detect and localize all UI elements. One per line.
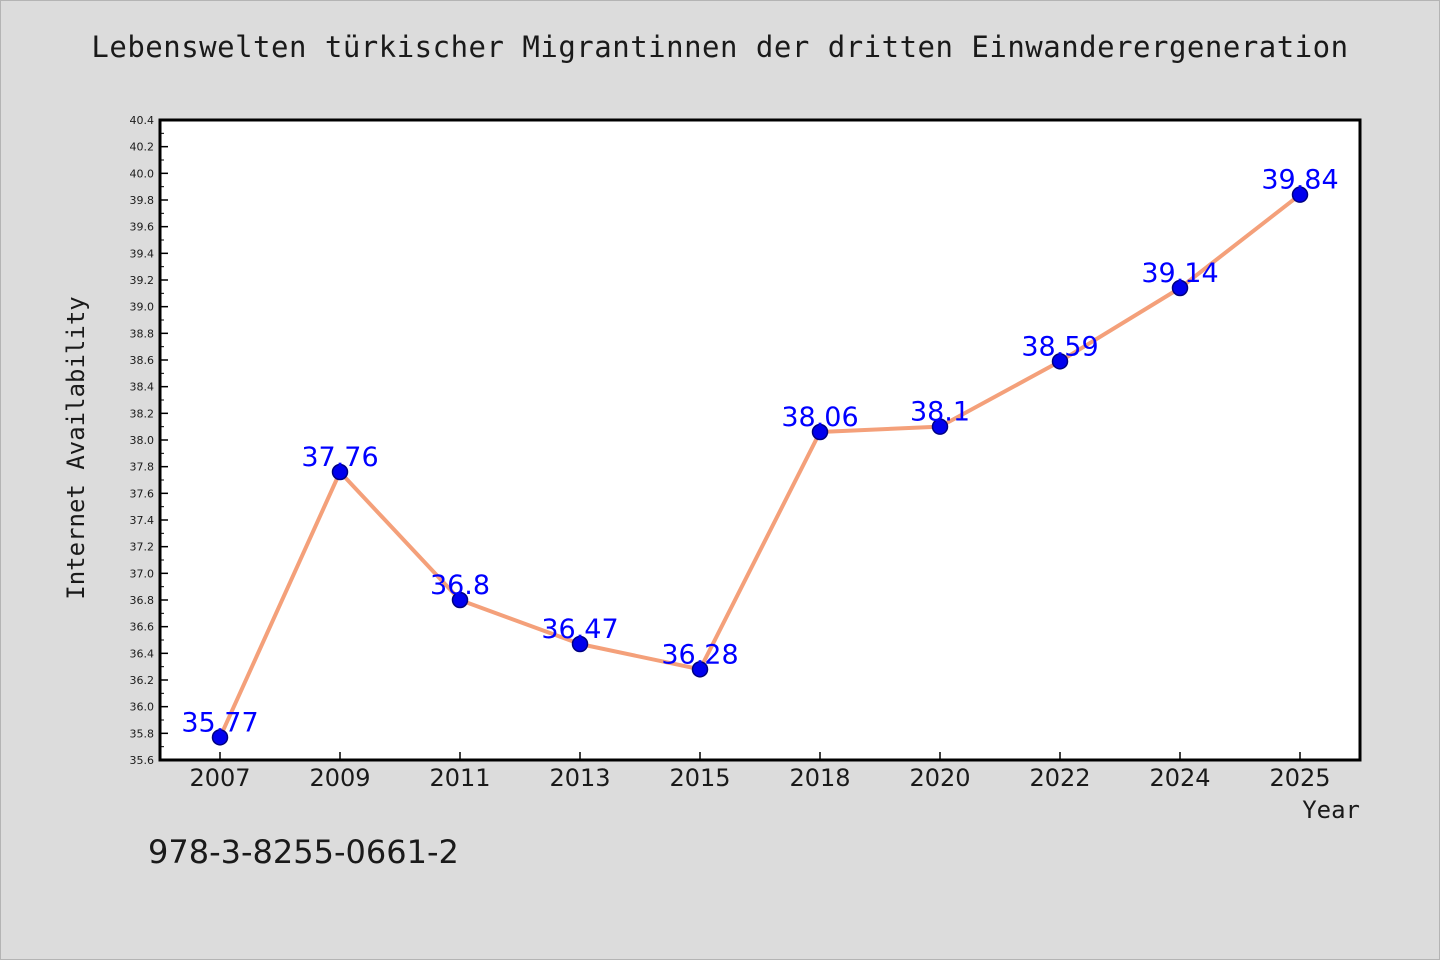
y-tick-label: 36.2 [130,674,155,687]
x-axis-title: Year [1302,796,1360,824]
data-point [1291,186,1309,203]
y-tick-label: 37.8 [130,461,155,474]
y-tick-label: 36.8 [130,594,155,607]
y-tick-label: 35.8 [130,727,155,740]
data-label: 36.47 [541,614,618,645]
x-tick-label: 2007 [189,764,250,792]
y-tick-label: 38.8 [130,327,155,340]
y-tick-label: 39.8 [130,194,155,207]
data-label: 39.84 [1261,165,1338,196]
x-tick-label: 2009 [309,764,370,792]
x-tick-label: 2022 [1029,764,1090,792]
y-tick-label: 38.0 [130,434,155,447]
y-tick-label: 36.4 [130,647,155,660]
y-tick-label: 38.2 [130,407,155,420]
x-axis: 2007 2009 2011 2013 2015 2018 2020 2022 2024 2025 [189,752,1331,792]
y-tick-label: 39.6 [130,221,155,234]
y-tick-label: 39.0 [130,301,155,314]
y-tick-label: 40.4 [130,114,155,127]
data-point [931,418,949,435]
y-tick-label: 39.4 [130,247,155,260]
y-tick-label: 36.0 [130,701,155,714]
x-tick-label: 2024 [1149,764,1210,792]
plot-area [158,118,1362,762]
data-point [691,661,709,678]
data-label: 37.76 [301,442,378,473]
data-point [811,423,829,441]
series-line [218,193,1302,739]
y-tick-label: 37.6 [130,487,155,500]
x-tick-label: 2011 [429,764,490,792]
y-axis: 35.6 35.8 36.0 36.2 36.4 36.6 36.8 37.0 37.2 37.4… [130,114,168,767]
y-tick-label: 37.4 [130,514,155,527]
x-tick-label: 2015 [669,764,730,792]
data-label: 35.77 [181,707,258,738]
data-label: 36.8 [430,570,490,601]
x-tick-label: 2020 [909,764,970,792]
data-point [331,463,349,481]
data-point [571,635,589,653]
data-label: 39.14 [1141,258,1218,289]
y-tick-label: 38.4 [130,381,155,394]
y-axis-title: Internet Availability [62,296,90,600]
y-tick-label: 37.0 [130,567,155,580]
data-label: 38.59 [1021,331,1098,362]
y-tick-label: 39.2 [130,274,155,287]
y-tick-label: 36.6 [130,621,155,634]
data-labels: 35.77 37.76 36.8 36.47 36.28 38.06 38.1 38.59 39… [181,165,1338,739]
y-tick-label: 37.2 [130,541,155,554]
x-tick-label: 2013 [549,764,610,792]
data-label: 38.1 [910,397,970,428]
footer-isbn: 978-3-8255-0661-2 [148,833,459,871]
data-label: 38.06 [781,402,858,433]
y-tick-label: 40.0 [130,167,155,180]
data-markers [211,186,1309,746]
y-tick-label: 35.6 [130,754,155,767]
data-point [451,591,469,609]
chart-title: Lebenswelten türkischer Migrantinnen der… [91,30,1349,64]
y-tick-label: 38.6 [130,354,155,367]
data-point [1171,279,1189,297]
data-point [1051,353,1069,370]
data-point [211,729,229,746]
x-tick-label: 2018 [789,764,850,792]
y-tick-label: 40.2 [130,141,155,154]
data-label: 36.28 [661,639,738,670]
x-tick-label: 2025 [1269,764,1330,792]
